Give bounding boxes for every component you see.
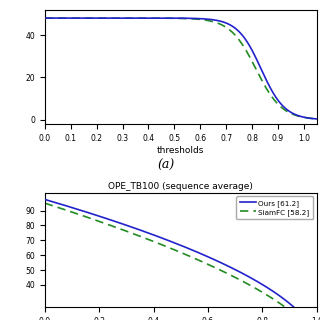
SiamFC [58.2] (168, 246, 172, 250)
SiamFC [58.2] (57, 206, 60, 210)
Ours [61.2] (175, 242, 179, 246)
X-axis label: thresholds: thresholds (157, 146, 204, 155)
Ours [61.2] (168, 239, 172, 243)
Text: (a): (a) (158, 159, 175, 172)
Ours [61.2] (43, 197, 47, 201)
SiamFC [58.2] (43, 201, 47, 205)
Ours [61.2] (57, 202, 60, 205)
Line: SiamFC [58.2]: SiamFC [58.2] (45, 203, 317, 320)
Title: OPE_TB100 (sequence average): OPE_TB100 (sequence average) (108, 181, 253, 191)
Legend: Ours [61.2], SiamFC [58.2]: Ours [61.2], SiamFC [58.2] (236, 196, 313, 219)
SiamFC [58.2] (175, 249, 179, 253)
Line: Ours [61.2]: Ours [61.2] (45, 199, 317, 320)
Ours [61.2] (257, 281, 261, 284)
SiamFC [58.2] (257, 288, 261, 292)
